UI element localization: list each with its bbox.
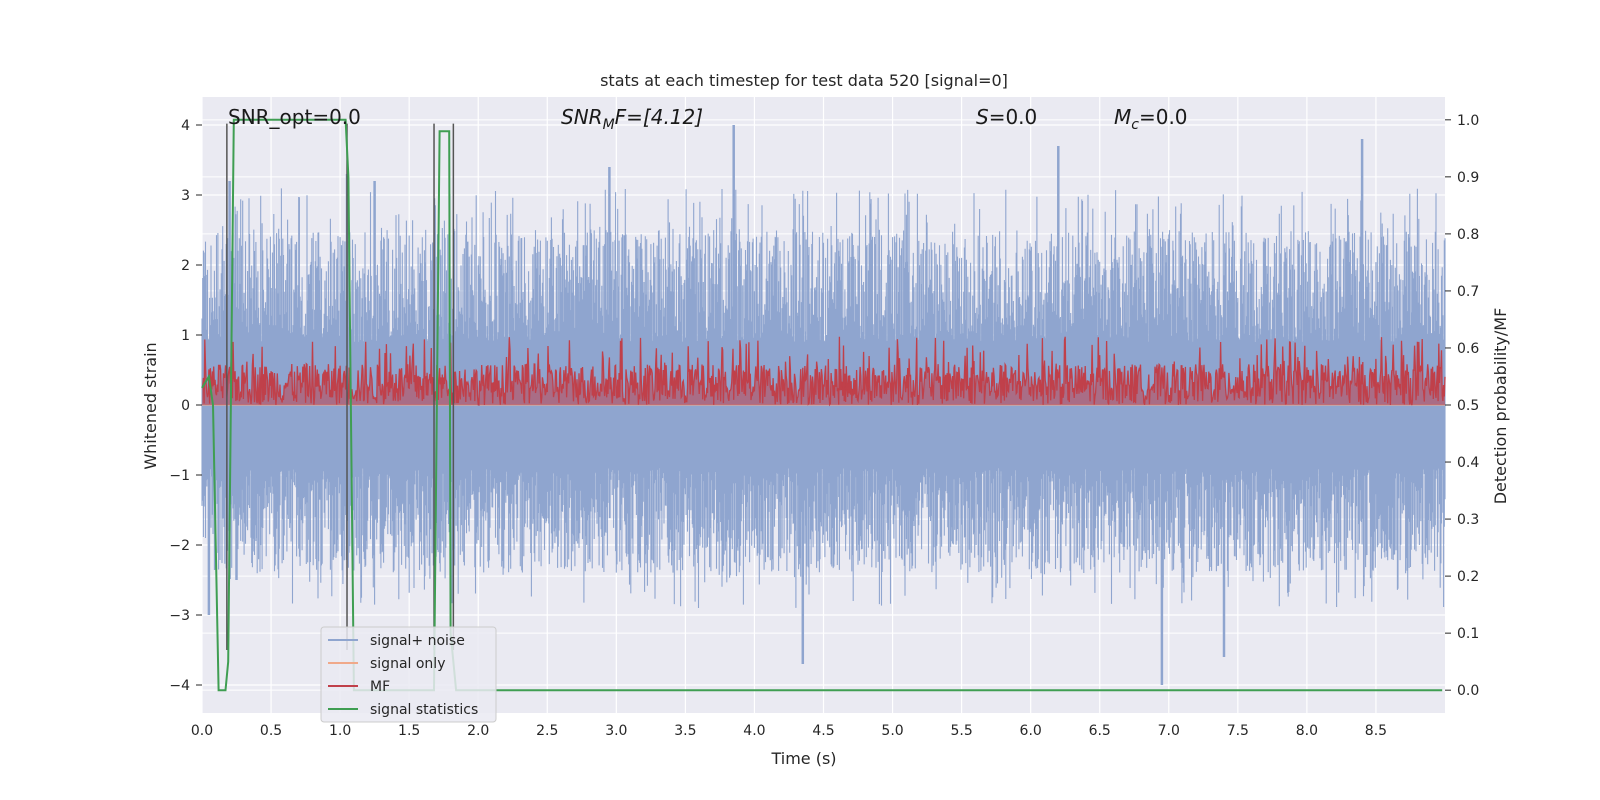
signal-statistics-line: [201, 118, 1443, 692]
annotation-snr-opt: SNR_opt=0.0: [228, 105, 361, 129]
right-y-tick-label: 0.5: [1457, 398, 1479, 414]
annotation-s: S=0.0: [976, 105, 1037, 129]
right-y-tick-label: 0.7: [1457, 284, 1479, 300]
x-tick-label: 3.5: [674, 723, 696, 739]
x-tick-label: 4.5: [812, 723, 834, 739]
y-tick-label: 0: [181, 398, 190, 414]
annotation-snr-mf-main: SNR: [561, 105, 603, 129]
y-tick-label: 4: [181, 118, 190, 134]
annotation-snr-mf: SNRMF=[4.12]: [561, 105, 703, 133]
x-tick-label: 1.5: [398, 723, 420, 739]
annotation-snr-mf-sub: M: [603, 117, 615, 133]
x-tick-label: 7.0: [1158, 723, 1180, 739]
right-y-tick-label: 0.1: [1457, 626, 1479, 642]
y-axis-ticks: −4 −3 −2 −1 0 1 2 3 4: [169, 118, 202, 694]
y-tick-label: −1: [169, 468, 190, 484]
y-axis-label: Whitened strain: [141, 342, 160, 469]
x-tick-label: 5.5: [950, 723, 972, 739]
right-y-tick-label: 0.4: [1457, 455, 1479, 471]
y-tick-label: −4: [169, 678, 190, 694]
y-tick-label: 1: [181, 328, 190, 344]
x-axis-ticks: 0.0 0.5 1.0 1.5 2.0 2.5 3.0 3.5 4.0 4.5 5.0 5.5 6.0 6…: [191, 723, 1387, 739]
x-tick-label: 0.0: [191, 723, 213, 739]
annotation-mc-sub: c: [1131, 117, 1139, 133]
legend-label-signal-noise: signal+ noise: [370, 633, 465, 649]
x-tick-label: 1.0: [329, 723, 351, 739]
y-tick-label: 3: [181, 188, 190, 204]
right-y-axis-ticks: 0.0 0.1 0.2 0.3 0.4 0.5 0.6 0.7 0.8 0.9 1.0: [1445, 113, 1479, 699]
annotation-s-rest: =0.0: [989, 105, 1038, 129]
right-y-tick-label: 0.2: [1457, 569, 1479, 585]
x-tick-label: 5.0: [881, 723, 903, 739]
right-y-tick-label: 0.0: [1457, 683, 1479, 699]
legend: signal+ noise signal only MF signal stat…: [320, 626, 497, 723]
x-tick-label: 6.0: [1020, 723, 1042, 739]
x-tick-label: 8.5: [1365, 723, 1387, 739]
x-tick-label: 2.5: [536, 723, 558, 739]
x-tick-label: 0.5: [260, 723, 282, 739]
annotation-mc-main: M: [1114, 105, 1131, 129]
signal-statistics-series: [201, 118, 1443, 692]
vertical-markers: [226, 123, 455, 650]
right-y-tick-label: 0.3: [1457, 512, 1479, 528]
annotation-mc: Mc=0.0: [1114, 105, 1188, 133]
right-y-tick-label: 0.8: [1457, 227, 1479, 243]
right-y-axis-label: Detection probability/MF: [1491, 308, 1510, 505]
x-tick-label: 8.0: [1296, 723, 1318, 739]
y-tick-label: −2: [169, 538, 190, 554]
annotation-snr-mf-rest: F=[4.12]: [615, 105, 703, 129]
annotation-mc-rest: =0.0: [1139, 105, 1188, 129]
x-tick-label: 3.0: [605, 723, 627, 739]
x-tick-label: 4.0: [743, 723, 765, 739]
right-y-tick-label: 0.9: [1457, 170, 1479, 186]
y-tick-label: 2: [181, 258, 190, 274]
annotation-s-main: S: [976, 105, 989, 129]
x-tick-label: 2.0: [467, 723, 489, 739]
y-tick-label: −3: [169, 608, 190, 624]
right-y-tick-label: 0.6: [1457, 341, 1479, 357]
right-y-tick-label: 1.0: [1457, 113, 1479, 129]
x-tick-label: 7.5: [1227, 723, 1249, 739]
legend-box: [320, 626, 497, 723]
x-axis-label: Time (s): [770, 749, 836, 768]
legend-label-signal-only: signal only: [370, 656, 445, 672]
legend-label-mf: MF: [370, 679, 390, 695]
legend-label-signal-statistics: signal statistics: [370, 702, 478, 718]
x-tick-label: 6.5: [1089, 723, 1111, 739]
chart-title: stats at each timestep for test data 520…: [600, 71, 1008, 90]
